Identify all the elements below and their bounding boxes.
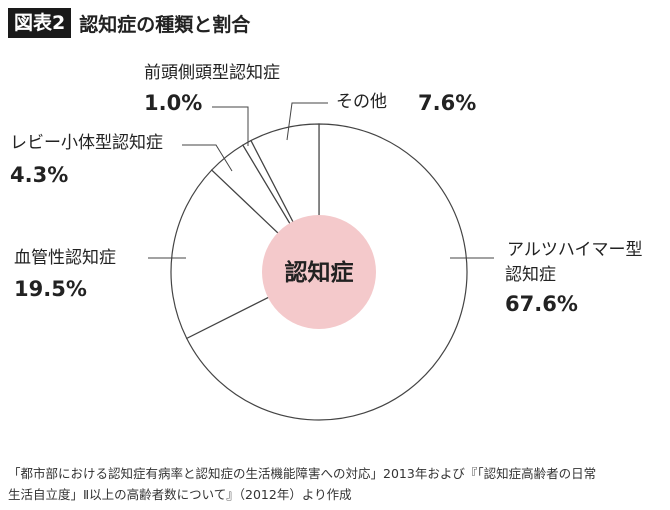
pie-slice-2 [170, 169, 321, 340]
slice-value-3: 4.3% [10, 163, 68, 187]
slice-value-2: 19.5% [14, 277, 87, 301]
slice-label-1: 認知症 [505, 265, 556, 285]
source-line-2: 生活自立度」Ⅱ以上の高齢者数について』（2012年）より作成 [8, 487, 352, 502]
leader-line-4 [212, 106, 249, 146]
center-label: 認知症 [285, 259, 354, 286]
slice-label-3: レビー小体型認知症 [10, 133, 163, 153]
slice-value-4: 1.0% [144, 91, 202, 115]
pie-chart: 認知症アルツハイマー型認知症67.6%血管性認知症19.5%レビー小体型認知症4… [10, 63, 643, 421]
figure-title: 認知症の種類と割合 [79, 13, 251, 36]
slice-label-2: 血管性認知症 [14, 248, 116, 268]
center-circle [262, 215, 376, 329]
slice-value-1: 67.6% [505, 292, 578, 316]
slice-label-1: アルツハイマー型 [507, 240, 643, 260]
slice-label-4: 前頭側頭型認知症 [144, 63, 280, 83]
leader-line-5 [286, 102, 328, 141]
leader-line-3 [182, 144, 233, 172]
slice-label-5: その他 [336, 92, 387, 112]
source-note: 「都市部における認知症有病率と認知症の生活機能障害への対応」2013年および『「… [8, 463, 664, 505]
figure-number-badge: 図表2 [8, 8, 72, 38]
slice-value-5: 7.6% [418, 91, 476, 115]
source-line-1: 「都市部における認知症有病率と認知症の生活機能障害への対応」2013年および『「… [8, 466, 597, 481]
figure-header: 図表2 認知症の種類と割合 [8, 8, 250, 38]
